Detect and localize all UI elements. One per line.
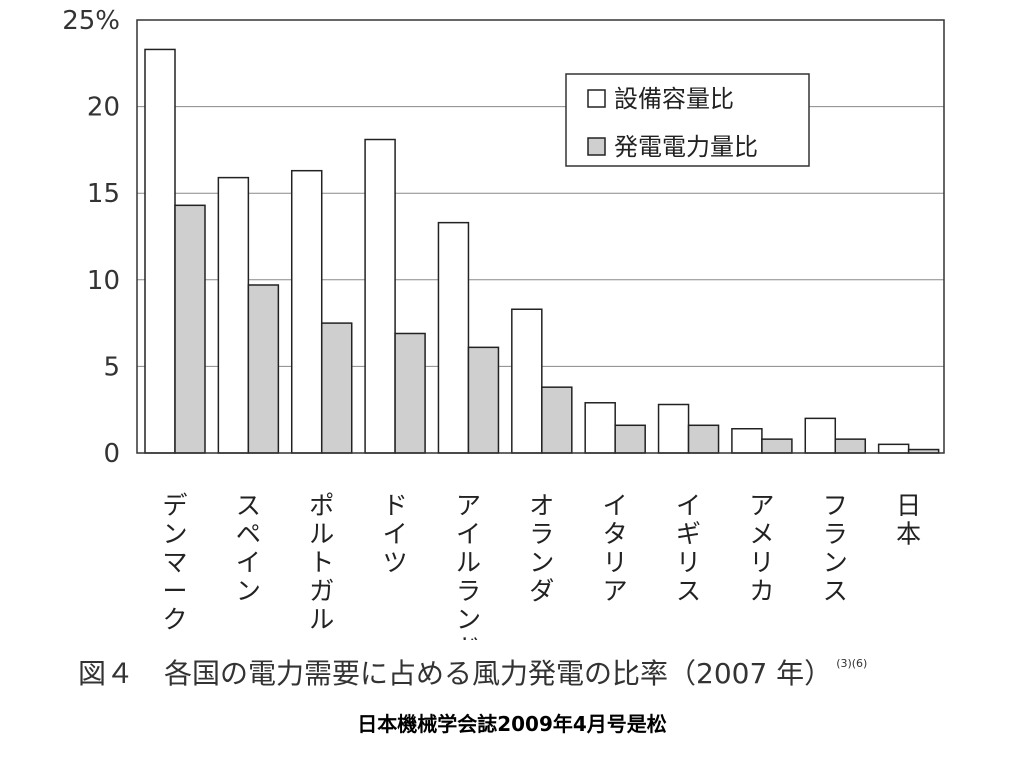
bar-capacity — [437, 221, 470, 454]
bar-capacity — [657, 403, 690, 454]
category-char: ル — [309, 605, 334, 634]
category-char: リ — [603, 548, 628, 577]
y-tick-label: 10 — [87, 266, 120, 296]
y-tick-label: 25% — [62, 6, 120, 36]
category-char: イ — [603, 491, 628, 520]
bar-capacity — [584, 402, 616, 454]
category-char: イ — [383, 520, 408, 549]
bar-generation — [761, 438, 793, 454]
figure-caption: 図４ 各国の電力需要に占める風力発電の比率（2007 年） (3)(6) — [78, 652, 867, 692]
x-category-label: 日本 — [896, 491, 921, 549]
category-char: 本 — [896, 520, 921, 549]
y-tick-label: 0 — [103, 439, 120, 469]
category-char: ー — [162, 577, 187, 606]
figure-number: 図４ — [78, 657, 135, 690]
category-char: デ — [162, 491, 187, 520]
category-char: ト — [309, 548, 334, 577]
category-char: ア — [749, 491, 774, 520]
bar-capacity — [217, 176, 250, 454]
category-char: ン — [823, 548, 848, 577]
category-char: ン — [529, 548, 554, 577]
category-char: ル — [456, 548, 481, 577]
y-axis-ticks: 0 5 10 15 20 25% — [62, 6, 120, 469]
y-tick-label: 20 — [87, 93, 120, 123]
legend-swatch-capacity — [587, 89, 606, 108]
bar-generation — [687, 424, 720, 454]
plot-frame — [136, 19, 945, 454]
category-char: オ — [529, 491, 554, 520]
category-char: ス — [823, 577, 848, 606]
x-category-label: オランダ — [529, 491, 554, 606]
bar-capacity — [511, 308, 543, 454]
x-axis-categories: デンマークスペインポルトガルドイツアイルランドオランダイタリアイギリスアメリカフ… — [162, 491, 921, 640]
category-char: イ — [236, 548, 261, 577]
category-char: ラ — [823, 520, 848, 549]
category-char: ダ — [529, 577, 554, 606]
category-char: ア — [456, 491, 481, 520]
x-category-label: イギリス — [676, 491, 701, 606]
category-char: メ — [749, 520, 774, 549]
category-char: ラ — [529, 520, 554, 549]
x-category-label: イタリア — [603, 491, 628, 606]
bar-capacity — [144, 48, 176, 454]
bar-generation — [394, 332, 426, 454]
category-char: ン — [456, 605, 481, 634]
bar-generation — [174, 204, 206, 454]
source-credit: 日本機械学会誌2009年4月号是松 — [357, 712, 667, 736]
bar-generation — [247, 284, 280, 454]
category-char: ン — [236, 577, 261, 606]
category-char: ル — [309, 520, 334, 549]
y-tick-label: 5 — [103, 352, 120, 382]
bar-generation — [320, 322, 353, 454]
legend: 設備容量比 発電電力量比 — [565, 73, 810, 167]
figure-references: (3)(6) — [836, 657, 868, 670]
category-char: カ — [749, 577, 774, 606]
bar-capacity — [804, 417, 837, 454]
x-category-label: アイルランド — [456, 491, 481, 640]
legend-box — [565, 73, 810, 167]
bar-generation — [541, 386, 573, 454]
category-char: ギ — [676, 520, 701, 549]
category-char: ス — [676, 577, 701, 606]
legend-swatch-generation — [587, 137, 606, 156]
category-char: イ — [456, 520, 481, 549]
category-char: イ — [676, 491, 701, 520]
category-char: ガ — [309, 577, 334, 606]
category-char: ラ — [456, 577, 481, 606]
x-category-label: ポルトガル — [309, 491, 334, 634]
legend-label-capacity: 設備容量比 — [614, 85, 734, 113]
category-char: ア — [603, 577, 628, 606]
bar-capacity — [290, 169, 323, 454]
y-tick-label: 15 — [87, 179, 120, 209]
bar-generation — [467, 346, 500, 454]
category-char: ン — [162, 520, 187, 549]
x-category-label: ドイツ — [383, 491, 408, 577]
category-char: ド — [456, 634, 481, 641]
figure-title: 各国の電力需要に占める風力発電の比率（2007 年） — [164, 657, 833, 690]
category-char: ポ — [309, 491, 334, 520]
category-char: タ — [603, 520, 628, 549]
category-char: ペ — [236, 520, 261, 549]
bars — [144, 48, 940, 454]
category-char: リ — [749, 548, 774, 577]
category-char: リ — [676, 548, 701, 577]
bar-capacity — [731, 428, 763, 454]
x-category-label: フランス — [823, 491, 848, 606]
x-category-label: アメリカ — [749, 491, 774, 606]
category-char: フ — [823, 491, 848, 520]
bar-generation — [614, 424, 646, 454]
legend-label-generation: 発電電力量比 — [614, 133, 758, 161]
bar-generation — [834, 438, 867, 454]
category-char: ツ — [383, 548, 408, 577]
category-char: マ — [162, 548, 187, 577]
category-char: ク — [162, 605, 187, 634]
category-char: ス — [236, 491, 261, 520]
category-char: ド — [383, 491, 408, 520]
category-char: 日 — [896, 491, 921, 520]
x-category-label: スペイン — [236, 491, 261, 606]
x-category-label: デンマーク — [162, 491, 187, 634]
bar-capacity — [877, 443, 910, 454]
bar-capacity — [364, 138, 396, 454]
